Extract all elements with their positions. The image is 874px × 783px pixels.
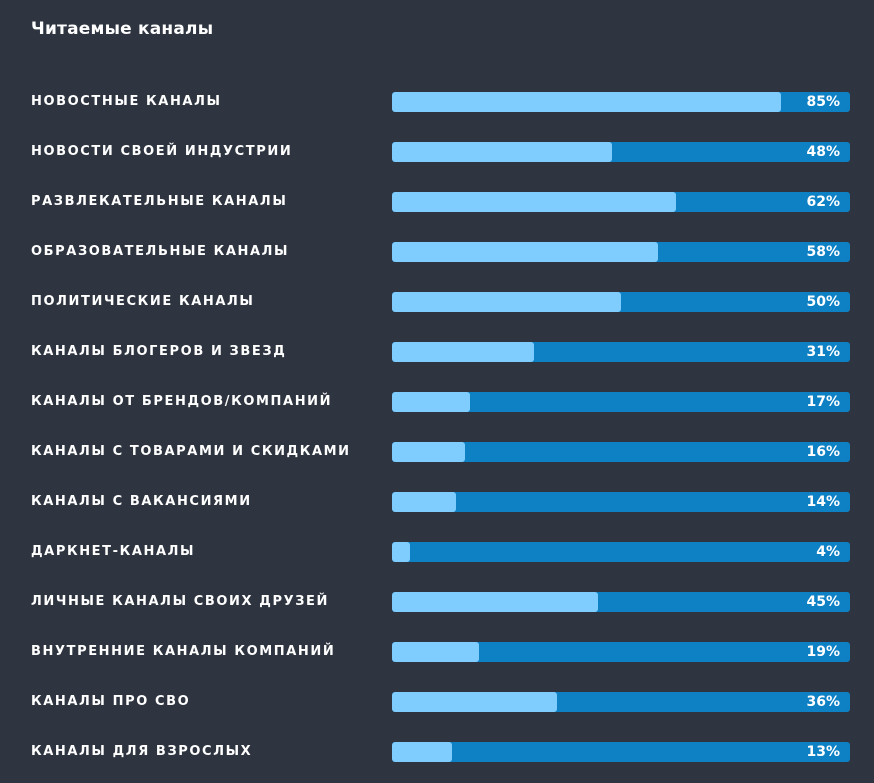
value-label: 62%: [806, 194, 840, 210]
category-label: ОБРАЗОВАТЕЛЬНЫЕ КАНАЛЫ: [31, 244, 290, 259]
bar-row: ВНУТРЕННИЕ КАНАЛЫ КОМПАНИЙ 19%: [0, 642, 874, 662]
category-label: КАНАЛЫ ОТ БРЕНДОВ/КОМПАНИЙ: [31, 394, 333, 409]
value-label: 36%: [806, 694, 840, 710]
bar: [392, 142, 612, 162]
bar-track: 17%: [392, 392, 850, 412]
category-label: КАНАЛЫ БЛОГЕРОВ И ЗВЕЗД: [31, 344, 287, 359]
bar: [392, 542, 410, 562]
value-label: 17%: [806, 394, 840, 410]
bar: [392, 742, 452, 762]
category-label: ПОЛИТИЧЕСКИЕ КАНАЛЫ: [31, 294, 255, 309]
bar-track: 85%: [392, 92, 850, 112]
bar-track: 50%: [392, 292, 850, 312]
value-label: 13%: [806, 744, 840, 760]
value-label: 48%: [806, 144, 840, 160]
bar-row: ЛИЧНЫЕ КАНАЛЫ СВОИХ ДРУЗЕЙ 45%: [0, 592, 874, 612]
category-label: ЛИЧНЫЕ КАНАЛЫ СВОИХ ДРУЗЕЙ: [31, 594, 330, 609]
value-label: 45%: [806, 594, 840, 610]
category-label: КАНАЛЫ С ВАКАНСИЯМИ: [31, 494, 252, 509]
category-label: НОВОСТИ СВОЕЙ ИНДУСТРИИ: [31, 144, 293, 159]
bar-track: 16%: [392, 442, 850, 462]
bar-row: КАНАЛЫ ОТ БРЕНДОВ/КОМПАНИЙ 17%: [0, 392, 874, 412]
bar-row: ПОЛИТИЧЕСКИЕ КАНАЛЫ 50%: [0, 292, 874, 312]
value-label: 19%: [806, 644, 840, 660]
chart-title: Читаемые каналы: [31, 19, 214, 39]
bar-track: 4%: [392, 542, 850, 562]
bar-row: КАНАЛЫ ДЛЯ ВЗРОСЛЫХ 13%: [0, 742, 874, 762]
category-label: КАНАЛЫ ПРО СВО: [31, 694, 191, 709]
bar-track: 13%: [392, 742, 850, 762]
bar-track: 45%: [392, 592, 850, 612]
bar-row: КАНАЛЫ С ВАКАНСИЯМИ 14%: [0, 492, 874, 512]
bar-row: КАНАЛЫ С ТОВАРАМИ И СКИДКАМИ 16%: [0, 442, 874, 462]
bar-track: 62%: [392, 192, 850, 212]
bar: [392, 492, 456, 512]
category-label: ВНУТРЕННИЕ КАНАЛЫ КОМПАНИЙ: [31, 644, 336, 659]
value-label: 50%: [806, 294, 840, 310]
bar-track: 31%: [392, 342, 850, 362]
value-label: 4%: [816, 544, 840, 560]
value-label: 16%: [806, 444, 840, 460]
bar-row: ОБРАЗОВАТЕЛЬНЫЕ КАНАЛЫ 58%: [0, 242, 874, 262]
bar: [392, 242, 658, 262]
bar-row: КАНАЛЫ ПРО СВО 36%: [0, 692, 874, 712]
category-label: НОВОСТНЫЕ КАНАЛЫ: [31, 94, 222, 109]
value-label: 31%: [806, 344, 840, 360]
category-label: РАЗВЛЕКАТЕЛЬНЫЕ КАНАЛЫ: [31, 194, 288, 209]
bar-row: НОВОСТИ СВОЕЙ ИНДУСТРИИ 48%: [0, 142, 874, 162]
bar: [392, 442, 465, 462]
bar-track: 19%: [392, 642, 850, 662]
value-label: 58%: [806, 244, 840, 260]
bar: [392, 692, 557, 712]
value-label: 14%: [806, 494, 840, 510]
bar-track: 36%: [392, 692, 850, 712]
bar-row: ДАРКНЕТ-КАНАЛЫ 4%: [0, 542, 874, 562]
bar-track: 48%: [392, 142, 850, 162]
bar-row: НОВОСТНЫЕ КАНАЛЫ 85%: [0, 92, 874, 112]
value-label: 85%: [806, 94, 840, 110]
category-label: ДАРКНЕТ-КАНАЛЫ: [31, 544, 196, 559]
bar-track: 14%: [392, 492, 850, 512]
bar: [392, 342, 534, 362]
bar-row: КАНАЛЫ БЛОГЕРОВ И ЗВЕЗД 31%: [0, 342, 874, 362]
category-label: КАНАЛЫ С ТОВАРАМИ И СКИДКАМИ: [31, 444, 351, 459]
bar: [392, 642, 479, 662]
bar: [392, 392, 470, 412]
category-label: КАНАЛЫ ДЛЯ ВЗРОСЛЫХ: [31, 744, 253, 759]
bar: [392, 592, 598, 612]
bar-track: 58%: [392, 242, 850, 262]
bar: [392, 92, 781, 112]
bar: [392, 292, 621, 312]
bar-row: РАЗВЛЕКАТЕЛЬНЫЕ КАНАЛЫ 62%: [0, 192, 874, 212]
bar: [392, 192, 676, 212]
